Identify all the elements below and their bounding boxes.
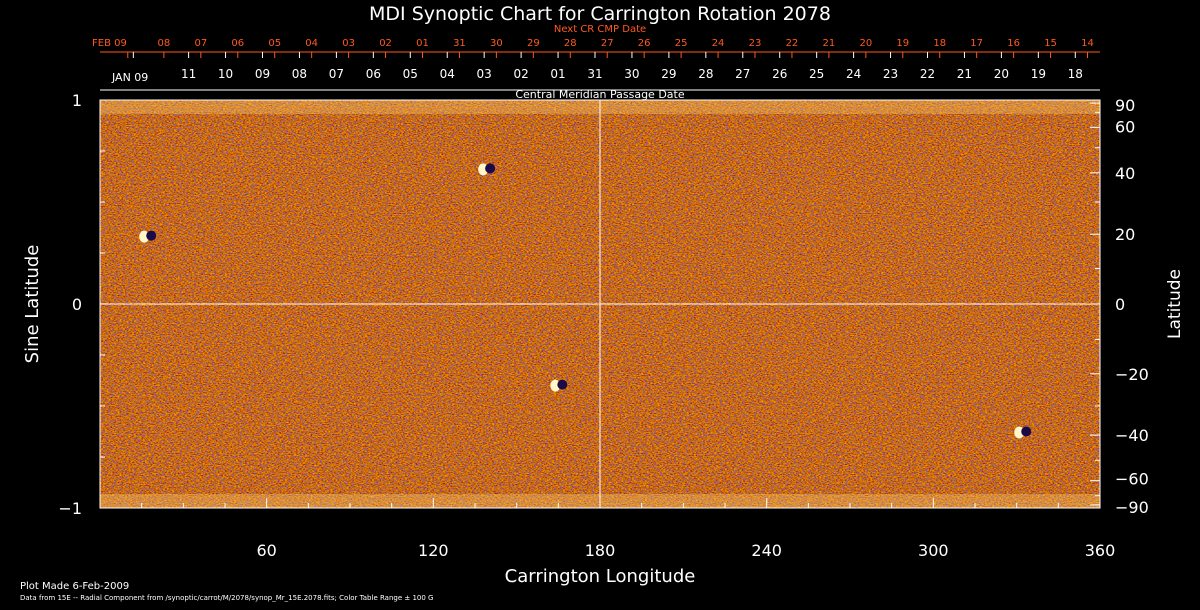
cmp-date-label: 01 — [550, 67, 565, 81]
gridlines — [100, 100, 1100, 508]
cmp-date-label: 19 — [1031, 67, 1046, 81]
next-cr-date-label: 03 — [342, 38, 355, 49]
next-cr-date-label: 27 — [601, 38, 614, 49]
next-cr-date-label: 17 — [970, 38, 983, 49]
y-right-tick-label: 0 — [1115, 295, 1125, 314]
next-cr-date-label: 28 — [564, 38, 577, 49]
x-tick-label: 180 — [585, 541, 616, 560]
next-cr-date-label: 04 — [305, 38, 318, 49]
cmp-date-label: 11 — [181, 67, 196, 81]
y-right-tick-label: 60 — [1115, 117, 1135, 136]
active-region-negative — [146, 230, 157, 241]
next-cr-date-label: 22 — [786, 38, 799, 49]
next-cr-date-label: 19 — [896, 38, 909, 49]
y-left-tick-label: 0 — [72, 295, 82, 314]
next-cr-date-label: 30 — [490, 38, 503, 49]
x-axis-ticks: 60 120 180 240 300 360 — [141, 498, 1116, 560]
next-cr-date-label: 05 — [268, 38, 281, 49]
next-cr-date-label: 20 — [859, 38, 872, 49]
y-right-tick-label: −90 — [1115, 498, 1149, 517]
y-right-tick-label: −40 — [1115, 426, 1149, 445]
cmp-date-label: 22 — [920, 67, 935, 81]
next-cr-date-label: 16 — [1007, 38, 1020, 49]
y-axis-left-ticks: 1 0 −1 — [58, 91, 110, 518]
next-cr-date-label: 15 — [1044, 38, 1057, 49]
next-cr-date-label: 08 — [158, 38, 171, 49]
cmp-date-label: 18 — [1068, 67, 1083, 81]
y-right-tick-label: 20 — [1115, 225, 1135, 244]
y-right-tick-label: −20 — [1115, 365, 1149, 384]
cmp-date-label: 30 — [624, 67, 639, 81]
y-right-tick-label: 40 — [1115, 164, 1135, 183]
x-tick-label: 60 — [256, 541, 276, 560]
chart-title: MDI Synoptic Chart for Carrington Rotati… — [369, 3, 831, 25]
next-cr-label: Next CR CMP Date — [554, 24, 646, 35]
next-cr-date-label: 25 — [675, 38, 688, 49]
cmp-date-label: 23 — [883, 67, 898, 81]
cmp-date-label: 29 — [661, 67, 676, 81]
cmp-date-label: 08 — [292, 67, 307, 81]
x-axis-label: Carrington Longitude — [505, 566, 696, 587]
cmp-date-label: 28 — [698, 67, 713, 81]
x-tick-label: 240 — [751, 541, 782, 560]
cmp-date-label: 24 — [846, 67, 861, 81]
cmp-date-label: 27 — [735, 67, 750, 81]
cmp-date-label: 05 — [403, 67, 418, 81]
active-regions — [139, 163, 1032, 439]
cmp-date-label: 03 — [477, 67, 492, 81]
next-cr-date-label: 18 — [933, 38, 946, 49]
y-left-tick-label: −1 — [58, 499, 82, 518]
cmp-date-label: 21 — [957, 67, 972, 81]
x-tick-label: 120 — [418, 541, 449, 560]
next-cr-date-label: 23 — [749, 38, 762, 49]
next-cr-date-label: 14 — [1081, 38, 1094, 49]
y-right-tick-label: 90 — [1115, 96, 1135, 115]
active-region-negative — [485, 163, 496, 174]
next-cr-date-label: 26 — [638, 38, 651, 49]
cmp-date-ticks: JAN 09 11 10 09 08 07 06 05 04 03 02 01 31 30 29 28 27 26… — [111, 52, 1083, 84]
next-cr-date-label: 21 — [823, 38, 836, 49]
next-cr-date-label: FEB 09 — [92, 38, 127, 49]
cmp-date-label: 06 — [366, 67, 381, 81]
cmp-label: Central Meridian Passage Date — [515, 88, 684, 101]
next-cr-date-label: 29 — [527, 38, 540, 49]
y-axis-left-label: Sine Latitude — [22, 245, 43, 364]
next-cr-date-label: 02 — [379, 38, 392, 49]
y-left-tick-label: 1 — [72, 91, 82, 110]
active-region-negative — [557, 379, 568, 390]
x-tick-label: 300 — [918, 541, 949, 560]
y-right-tick-label: −60 — [1115, 470, 1149, 489]
cmp-date-label: 09 — [255, 67, 270, 81]
active-region-negative — [1021, 426, 1032, 437]
cmp-date-label: 02 — [513, 67, 528, 81]
cmp-date-label: 26 — [772, 67, 787, 81]
next-cr-date-label: 31 — [453, 38, 466, 49]
y-axis-right-label: Latitude — [1165, 269, 1185, 339]
x-tick-label: 360 — [1085, 541, 1116, 560]
cmp-date-label: 04 — [440, 67, 455, 81]
cmp-date-label: 31 — [587, 67, 602, 81]
next-cr-date-label: 24 — [712, 38, 725, 49]
next-cr-date-label: 07 — [194, 38, 207, 49]
y-axis-right-ticks: 90 60 40 20 0 −20 −40 −60 −90 — [1090, 96, 1149, 517]
plot-made-note: Plot Made 6-Feb-2009 — [20, 581, 129, 592]
next-cr-date-label: 01 — [416, 38, 429, 49]
cmp-date-label: 10 — [218, 67, 233, 81]
cmp-date-label: 25 — [809, 67, 824, 81]
data-source-note: Data from 15E -- Radial Component from /… — [20, 594, 433, 602]
next-cr-date-label: 06 — [231, 38, 244, 49]
next-cr-date-ticks: FEB 09 08 07 06 05 04 03 02 01 31 30 29 28 27 26 25 24 23… — [92, 38, 1094, 58]
cmp-date-label: 07 — [329, 67, 344, 81]
cmp-date-label: JAN 09 — [111, 71, 148, 84]
cmp-date-label: 20 — [994, 67, 1009, 81]
